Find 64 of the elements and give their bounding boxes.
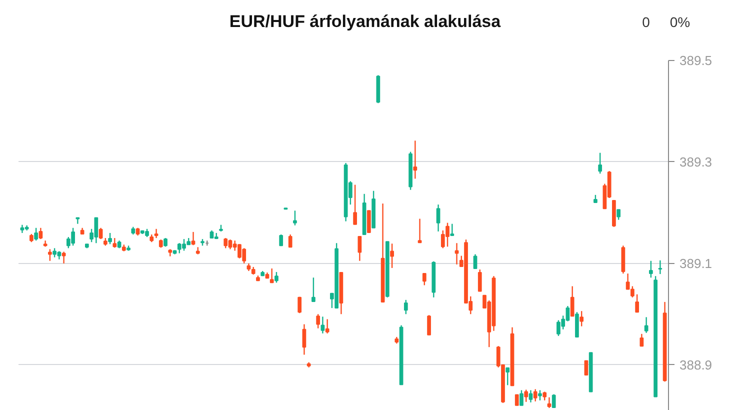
candlestick [570,286,574,317]
candlestick [524,389,528,402]
candlestick [473,254,478,270]
candlestick [191,231,196,246]
candlestick [520,390,524,406]
candlestick [270,268,274,284]
candlestick [514,394,519,406]
candlestick [552,394,556,408]
y-tick-label: 389.1 [680,256,712,271]
candlestick [658,260,662,275]
candlestick [34,227,38,242]
candlestick [575,311,579,338]
chart-title: EUR/HUF árfolyamának alakulása [229,12,501,31]
candlestick [390,243,394,269]
candlestick [312,277,316,303]
candlestick [288,234,292,248]
candlestick [538,390,542,401]
y-tick-label: 388.9 [680,357,712,372]
candlestick [366,210,371,233]
candlestick [478,268,482,292]
candlestick [598,152,602,174]
candlestick [325,318,330,334]
candlestick [422,272,426,286]
candlestick [62,251,66,264]
candlestick [298,296,302,314]
candlestick [621,245,626,274]
candlestick [533,388,538,402]
candlestick [450,223,454,236]
y-tick-label: 389.3 [680,154,712,170]
text: 0% [668,13,692,32]
candlestick [616,209,621,220]
candlestick [353,184,357,225]
candlestick [302,324,306,356]
candlestick [112,237,117,248]
candlestick [316,314,320,329]
candlestick [76,217,80,224]
candlestick [418,218,422,244]
candlestick [506,367,510,386]
candlestick [98,227,103,240]
candlestick [547,396,552,409]
candlestick [580,310,584,327]
candlestick [404,299,408,315]
candlestick [274,271,278,284]
candlestick [358,236,362,262]
candlestick [320,316,325,334]
candlestick [640,333,644,347]
candlestick [454,242,459,266]
y-tick-label: 389.5 [680,53,712,68]
candlestick [635,294,639,313]
text: 0 [641,13,651,32]
candlestick [436,204,440,232]
candlestick [293,210,297,226]
candlestick [154,228,158,239]
candlestick [224,237,228,249]
candlestick [584,360,588,376]
candlestick [413,140,418,180]
candlestick [108,232,112,245]
candlestick [279,234,284,246]
candlestick [38,227,43,240]
candlestick [528,390,533,403]
candlestick [644,316,648,334]
candlestick [48,248,52,262]
candlestick [427,314,431,336]
candlestick [649,260,653,278]
